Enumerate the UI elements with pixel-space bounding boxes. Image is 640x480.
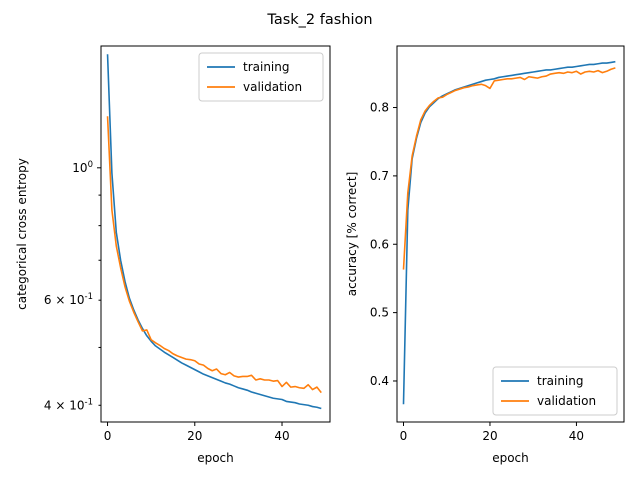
y-tick-label: 0.4 [370, 374, 389, 388]
y-tick-label: 0.6 [370, 237, 389, 251]
x-tick-label: 40 [569, 429, 584, 443]
y-tick-label: 0.8 [370, 101, 389, 115]
legend-box [492, 366, 618, 416]
x-tick-label: 40 [274, 429, 289, 443]
x-axis-label: epoch [492, 451, 529, 465]
legend-label-validation: validation [243, 80, 302, 94]
x-tick-label: 20 [482, 429, 497, 443]
x-tick-label: 0 [400, 429, 408, 443]
figure-suptitle: Task_2 fashion [266, 12, 372, 28]
legend-label-validation: validation [537, 394, 596, 408]
axes-frame [396, 45, 625, 423]
legend-label-training: training [537, 374, 584, 388]
legend-box [198, 52, 324, 102]
y-tick-label: 100 [72, 160, 93, 175]
series-line-training [106, 54, 322, 410]
axes-frame [100, 45, 331, 423]
loss-subplot: 0 20 40 100 4 × 10-1 6 × 10-1 epoch categorical… [15, 45, 331, 465]
y-axis-label: categorical cross entropy [15, 158, 29, 310]
x-tick-label: 20 [187, 429, 202, 443]
y-tick-label: 6 × 10-1 [44, 292, 93, 307]
legend: training validation [198, 52, 324, 102]
series-line-validation [402, 67, 616, 270]
legend: training validation [492, 366, 618, 416]
y-axis-label: accuracy [% correct] [345, 172, 359, 297]
series-line-validation [106, 116, 322, 394]
x-axis-label: epoch [197, 451, 234, 465]
y-tick-label: 4 × 10-1 [44, 397, 93, 412]
accuracy-subplot: 0 20 40 0.4 0.5 0.6 0.7 0.8 epoch accuracy [% cor… [345, 45, 625, 465]
x-tick-label: 0 [104, 429, 112, 443]
legend-label-training: training [243, 60, 290, 74]
y-tick-label: 0.7 [370, 169, 389, 183]
y-tick-label: 0.5 [370, 306, 389, 320]
